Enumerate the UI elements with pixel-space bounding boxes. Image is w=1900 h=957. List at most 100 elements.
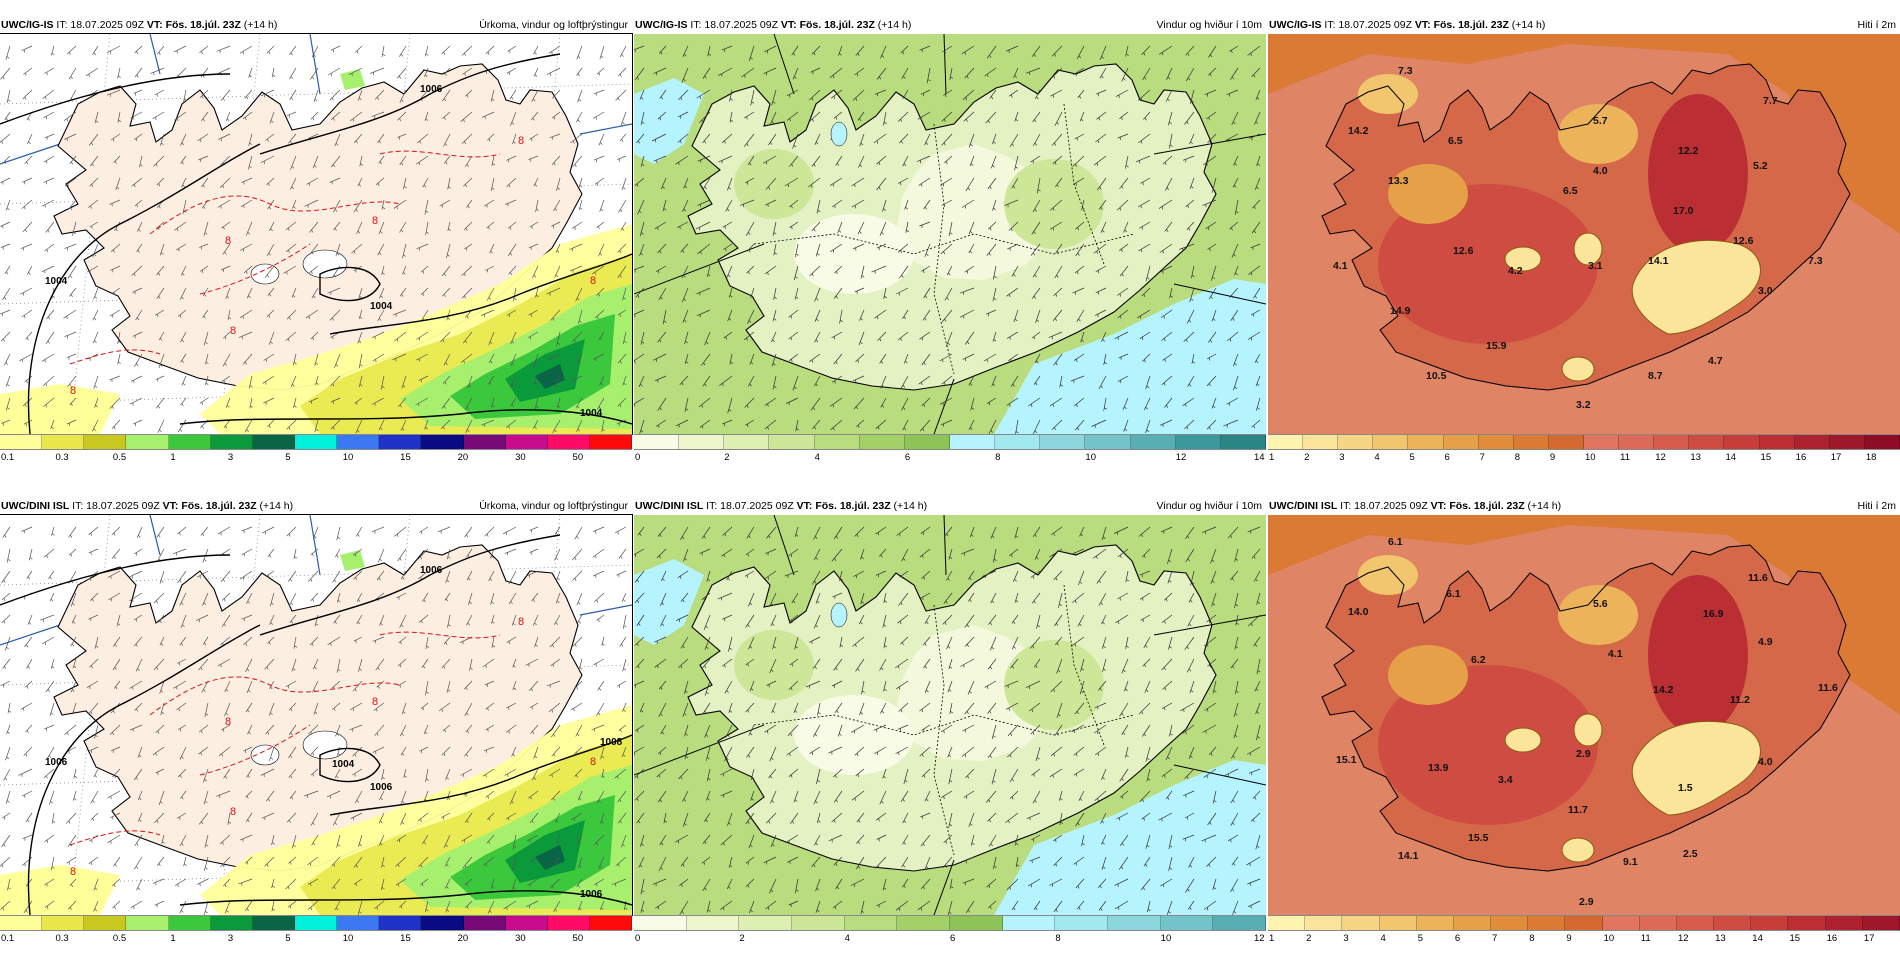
- legend-swatch: [337, 435, 379, 449]
- temperature-label: 14.2: [1348, 125, 1369, 137]
- map-area[interactable]: [634, 515, 1266, 915]
- product-title: Úrkoma, vindur og loftþrýstingur: [479, 16, 628, 34]
- legend-swatch: [1528, 916, 1565, 930]
- legend-tick: 5: [285, 933, 290, 944]
- legend-swatch: [295, 916, 337, 930]
- legend-tick: 0.5: [113, 933, 126, 944]
- temperature-label: 14.1: [1648, 255, 1669, 267]
- run-vt-label: VT:: [781, 19, 797, 31]
- run-info: UWC/IG-IS IT: 18.07.2025 09Z VT: Fös. 18…: [635, 16, 911, 34]
- isotherm-label: 8: [230, 806, 236, 818]
- temperature-label: 7.3: [1808, 255, 1823, 267]
- run-lead: (+14 h): [260, 500, 294, 512]
- product-title: Vindur og hviður í 10m: [1157, 16, 1262, 34]
- legend-tick: 10: [1604, 933, 1615, 944]
- legend-swatch: [421, 435, 463, 449]
- legend-tick: 10: [343, 452, 354, 463]
- legend-tick: 12: [1176, 452, 1187, 463]
- weather-map: [634, 515, 1266, 915]
- run-it: IT: 18.07.2025 09Z: [706, 500, 794, 512]
- legend-tick: 1: [1269, 933, 1274, 944]
- legend-tick: 6: [905, 452, 910, 463]
- isotherm-label: 8: [518, 135, 524, 147]
- map-panel-temp: UWC/IG-IS IT: 18.07.2025 09Z VT: Fös. 18…: [1268, 16, 1900, 476]
- legend-swatch: [464, 435, 506, 449]
- run-vt-label: VT:: [1431, 500, 1447, 512]
- legend-swatch: [1826, 916, 1863, 930]
- isobar-label: 1004: [580, 408, 603, 419]
- run-model: UWC/IG-IS: [635, 19, 688, 31]
- legend-tick: 12: [1254, 933, 1265, 944]
- temperature-label: 11.7: [1568, 804, 1588, 816]
- legend-tick: 8: [1529, 933, 1534, 944]
- legend-bar: [634, 915, 1266, 931]
- legend-swatch: [169, 916, 211, 930]
- temperature-label: 3.0: [1758, 285, 1773, 297]
- legend-swatch: [1584, 435, 1619, 449]
- legend-tick: 8: [1515, 452, 1520, 463]
- legend-swatch: [1479, 435, 1514, 449]
- temperature-label: 6.1: [1446, 588, 1461, 600]
- temperature-label: 5.6: [1593, 598, 1608, 610]
- isotherm-label: 8: [230, 325, 236, 337]
- legend-tick: 0.5: [113, 452, 126, 463]
- legend-swatch: [0, 435, 42, 449]
- isotherm-label: 8: [590, 756, 596, 768]
- map-area[interactable]: [634, 34, 1266, 434]
- legend-swatch: [1176, 435, 1221, 449]
- legend-swatch: [905, 435, 950, 449]
- isobar-label: 1006: [580, 889, 603, 900]
- legend-tick: 3: [228, 933, 233, 944]
- product-title: Hiti í 2m: [1857, 16, 1896, 34]
- legend-swatch: [897, 916, 950, 930]
- legend-swatch: [845, 916, 898, 930]
- map-panel-precip: UWC/DINI ISL IT: 18.07.2025 09Z VT: Fös.…: [0, 497, 632, 957]
- legend-tick: 7: [1492, 933, 1497, 944]
- legend-tick: 6: [1445, 452, 1450, 463]
- legend-swatch: [42, 435, 84, 449]
- legend-swatch: [379, 435, 421, 449]
- legend-tick: 3: [1343, 933, 1348, 944]
- run-model: UWC/IG-IS: [1269, 19, 1322, 31]
- legend-swatch: [1677, 916, 1714, 930]
- temperature-label: 7.3: [1398, 65, 1413, 77]
- legend-tick: 3: [228, 452, 233, 463]
- legend-swatch: [1338, 435, 1373, 449]
- legend-tick: 15: [400, 933, 411, 944]
- temperature-label: 10.5: [1426, 370, 1447, 382]
- isotherm-label: 8: [518, 616, 524, 628]
- temperature-label: 13.9: [1428, 762, 1449, 774]
- legend-tick: 5: [1418, 933, 1423, 944]
- legend-bar: [1268, 434, 1900, 450]
- legend-swatch: [1408, 435, 1443, 449]
- legend-swatch: [590, 435, 632, 449]
- panel-header: UWC/IG-IS IT: 18.07.2025 09Z VT: Fös. 18…: [0, 16, 632, 34]
- legend-swatch: [1373, 435, 1408, 449]
- legend-tick: 0.3: [55, 452, 68, 463]
- panel-header: UWC/IG-IS IT: 18.07.2025 09Z VT: Fös. 18…: [634, 16, 1266, 34]
- temperature-label: 17.0: [1673, 205, 1694, 217]
- legend-swatch: [84, 916, 126, 930]
- legend-tick: 12: [1678, 933, 1689, 944]
- temperature-label: 2.9: [1579, 896, 1594, 908]
- legend-swatch: [995, 435, 1040, 449]
- temperature-label: 11.6: [1748, 572, 1768, 584]
- legend-tick: 2: [1304, 452, 1309, 463]
- legend-tick: 9: [1550, 452, 1555, 463]
- legend-tick: 17: [1831, 452, 1842, 463]
- legend-tick: 50: [573, 933, 584, 944]
- run-lead: (+14 h): [894, 500, 928, 512]
- legend-swatch: [548, 435, 590, 449]
- run-it: IT: 18.07.2025 09Z: [1340, 500, 1428, 512]
- legend-tick: 15: [400, 452, 411, 463]
- run-vt: Fös. 18.júl. 23Z: [181, 500, 256, 512]
- legend-tick: 8: [995, 452, 1000, 463]
- legend-swatch: [506, 435, 548, 449]
- temperature-label: 9.1: [1623, 856, 1638, 868]
